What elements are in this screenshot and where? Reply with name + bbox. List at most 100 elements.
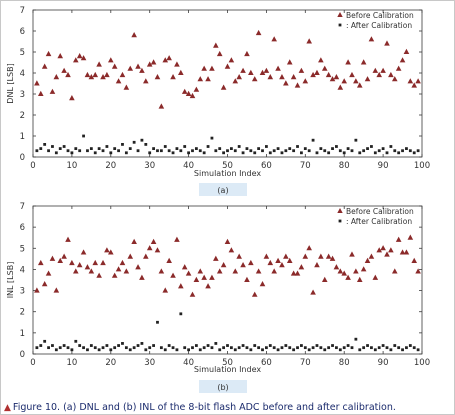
legend-marker-before (337, 208, 343, 213)
data-point-before (100, 259, 106, 266)
data-point-before (213, 42, 219, 48)
data-point-after (218, 348, 222, 352)
data-point-before (380, 67, 386, 73)
data-point-after (105, 344, 109, 347)
data-point-after (261, 348, 264, 352)
data-point-before (263, 253, 270, 259)
data-point-after (202, 346, 206, 350)
data-point-after (206, 145, 210, 148)
data-point-before (411, 82, 418, 88)
data-point-before (57, 257, 64, 263)
data-point-after (335, 346, 338, 350)
data-point-after (311, 346, 315, 350)
data-point-before (57, 53, 64, 59)
data-point-after (109, 348, 113, 352)
plot-area-a (32, 9, 423, 158)
data-point-before (185, 90, 192, 96)
data-point-before (216, 268, 223, 274)
data-point-after (292, 348, 296, 352)
x-tick-label: 10 (66, 358, 77, 368)
data-point-before (127, 65, 134, 71)
data-point-after (78, 344, 82, 347)
data-point-before (395, 65, 402, 71)
data-point-after (222, 151, 226, 155)
data-point-after (93, 151, 97, 155)
data-point-after (284, 149, 288, 153)
data-point-after (175, 348, 179, 352)
data-point-before (407, 234, 414, 240)
y-tick-label: 1 (20, 329, 25, 339)
data-point-before (123, 84, 130, 90)
data-point-after (43, 143, 47, 146)
data-point-after (323, 348, 327, 352)
data-point-before (115, 266, 122, 272)
data-point-after (323, 149, 327, 153)
data-point-before (72, 57, 79, 63)
data-point-before (364, 76, 371, 82)
data-point-before (37, 90, 44, 96)
data-point-after (121, 342, 124, 345)
caption-marker-icon: ▲ (4, 403, 11, 413)
data-point-before (240, 262, 246, 268)
data-point-after (136, 149, 140, 153)
data-point-before (318, 57, 324, 63)
data-point-after (229, 147, 233, 150)
data-point-after (342, 151, 346, 155)
x-tick-label: 40 (183, 161, 194, 171)
data-point-before (123, 268, 130, 274)
data-point-before (325, 71, 332, 78)
data-point-after (124, 346, 128, 350)
data-point-after (245, 346, 249, 350)
data-point-before (193, 86, 200, 92)
data-point-before (224, 238, 231, 244)
data-point-before (34, 80, 40, 86)
data-point-before (240, 67, 246, 73)
data-point-after (210, 136, 214, 140)
data-point-after (113, 346, 117, 350)
data-point-after (354, 337, 358, 341)
data-point-before (376, 71, 383, 78)
data-point-after (338, 348, 342, 352)
data-point-before (388, 247, 394, 253)
data-point-before (100, 74, 106, 80)
data-point-before (279, 74, 285, 80)
data-point-after (385, 346, 389, 350)
caption-text: Figure 10. (a) DNL and (b) INL of the 8-… (12, 402, 396, 413)
data-point-after (47, 149, 50, 153)
data-point-after (39, 147, 43, 150)
data-point-after (311, 138, 315, 142)
subfigure-label-box (199, 183, 247, 196)
data-point-after (265, 145, 268, 148)
subfigure-label: (a) (217, 186, 228, 195)
legend-marker-after (338, 23, 342, 27)
data-point-before (283, 253, 289, 259)
data-point-after (222, 346, 226, 350)
data-point-before (158, 103, 165, 109)
data-point-before (286, 257, 293, 263)
data-point-after (307, 348, 311, 352)
data-point-before (96, 61, 102, 67)
data-point-after (405, 346, 408, 350)
data-point-after (315, 344, 319, 347)
data-point-after (214, 342, 218, 345)
data-point-before (166, 55, 172, 61)
y-axis-label: INL [LSB] (6, 262, 15, 299)
data-point-after (179, 312, 183, 316)
data-point-after (327, 151, 331, 155)
data-point-before (275, 257, 281, 263)
data-point-after (268, 151, 272, 155)
data-point-before (263, 67, 270, 73)
data-point-before (80, 249, 87, 255)
data-point-before (372, 274, 379, 280)
data-point-before (84, 71, 91, 78)
data-point-after (124, 151, 128, 155)
legend-marker-before (337, 12, 343, 17)
data-point-after (159, 346, 163, 350)
data-point-after (307, 149, 311, 153)
data-point-after (89, 344, 93, 347)
y-tick-label: 5 (20, 244, 25, 254)
data-point-after (373, 151, 377, 155)
data-point-after (370, 346, 373, 350)
data-point-after (366, 344, 369, 347)
data-point-after (358, 151, 362, 155)
